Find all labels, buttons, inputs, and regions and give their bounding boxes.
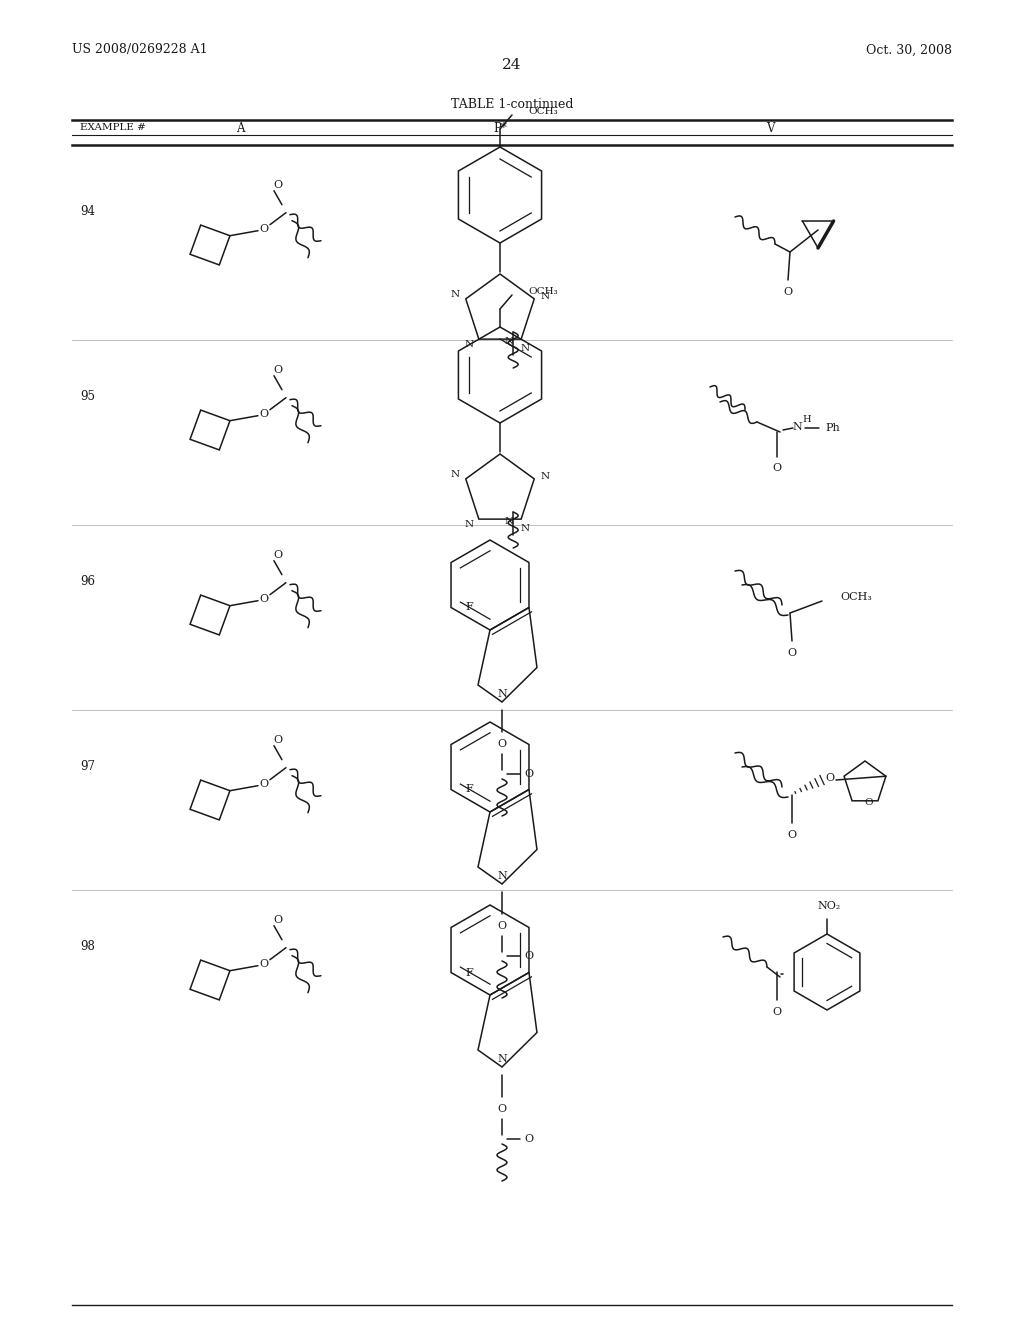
Text: O: O bbox=[783, 286, 793, 297]
Text: O: O bbox=[273, 180, 283, 190]
Text: O: O bbox=[524, 950, 534, 961]
Text: F: F bbox=[465, 602, 473, 612]
Text: A: A bbox=[236, 121, 245, 135]
Text: N: N bbox=[505, 516, 514, 525]
Text: NO₂: NO₂ bbox=[817, 902, 841, 911]
Text: O: O bbox=[498, 921, 507, 931]
Text: EXAMPLE #: EXAMPLE # bbox=[80, 124, 145, 132]
Text: O: O bbox=[259, 779, 268, 789]
Text: N: N bbox=[451, 290, 460, 300]
Text: O: O bbox=[787, 648, 797, 657]
Text: O: O bbox=[273, 364, 283, 375]
Text: O: O bbox=[259, 594, 268, 603]
Text: N: N bbox=[464, 339, 473, 348]
Text: N: N bbox=[541, 292, 550, 301]
Text: O: O bbox=[772, 463, 781, 473]
Text: N: N bbox=[497, 871, 507, 880]
Text: 95: 95 bbox=[80, 389, 95, 403]
Text: Ph: Ph bbox=[825, 422, 840, 433]
Text: O: O bbox=[498, 1104, 507, 1114]
Text: OCH₃: OCH₃ bbox=[528, 107, 558, 116]
Text: N: N bbox=[520, 524, 529, 533]
Text: N: N bbox=[497, 1053, 507, 1064]
Text: O: O bbox=[772, 1007, 781, 1016]
Text: N: N bbox=[464, 520, 473, 528]
Text: O: O bbox=[864, 799, 872, 808]
Text: V: V bbox=[766, 121, 774, 135]
Text: 97: 97 bbox=[80, 760, 95, 774]
Text: 94: 94 bbox=[80, 205, 95, 218]
Text: O: O bbox=[524, 770, 534, 779]
Text: O: O bbox=[273, 549, 283, 560]
Text: OCH₃: OCH₃ bbox=[528, 288, 558, 297]
Text: P*: P* bbox=[494, 121, 507, 135]
Text: F: F bbox=[465, 784, 473, 795]
Text: US 2008/0269228 A1: US 2008/0269228 A1 bbox=[72, 44, 208, 57]
Text: 98: 98 bbox=[80, 940, 95, 953]
Text: N: N bbox=[505, 337, 514, 346]
Text: O: O bbox=[259, 223, 268, 234]
Text: O: O bbox=[273, 735, 283, 744]
Text: O: O bbox=[259, 409, 268, 418]
Text: O: O bbox=[273, 915, 283, 925]
Text: O: O bbox=[524, 1134, 534, 1144]
Text: N: N bbox=[520, 343, 529, 352]
Text: N: N bbox=[451, 470, 460, 479]
Text: TABLE 1-continued: TABLE 1-continued bbox=[451, 99, 573, 111]
Text: 24: 24 bbox=[502, 58, 522, 73]
Text: O: O bbox=[787, 830, 797, 840]
Text: O: O bbox=[825, 774, 835, 783]
Text: O: O bbox=[498, 739, 507, 748]
Text: H: H bbox=[803, 416, 811, 425]
Text: N: N bbox=[541, 473, 550, 482]
Text: OCH₃: OCH₃ bbox=[840, 591, 871, 602]
Text: O: O bbox=[259, 958, 268, 969]
Text: Oct. 30, 2008: Oct. 30, 2008 bbox=[866, 44, 952, 57]
Text: F: F bbox=[465, 968, 473, 978]
Text: N: N bbox=[793, 422, 802, 432]
Text: 96: 96 bbox=[80, 576, 95, 587]
Text: N: N bbox=[497, 689, 507, 700]
